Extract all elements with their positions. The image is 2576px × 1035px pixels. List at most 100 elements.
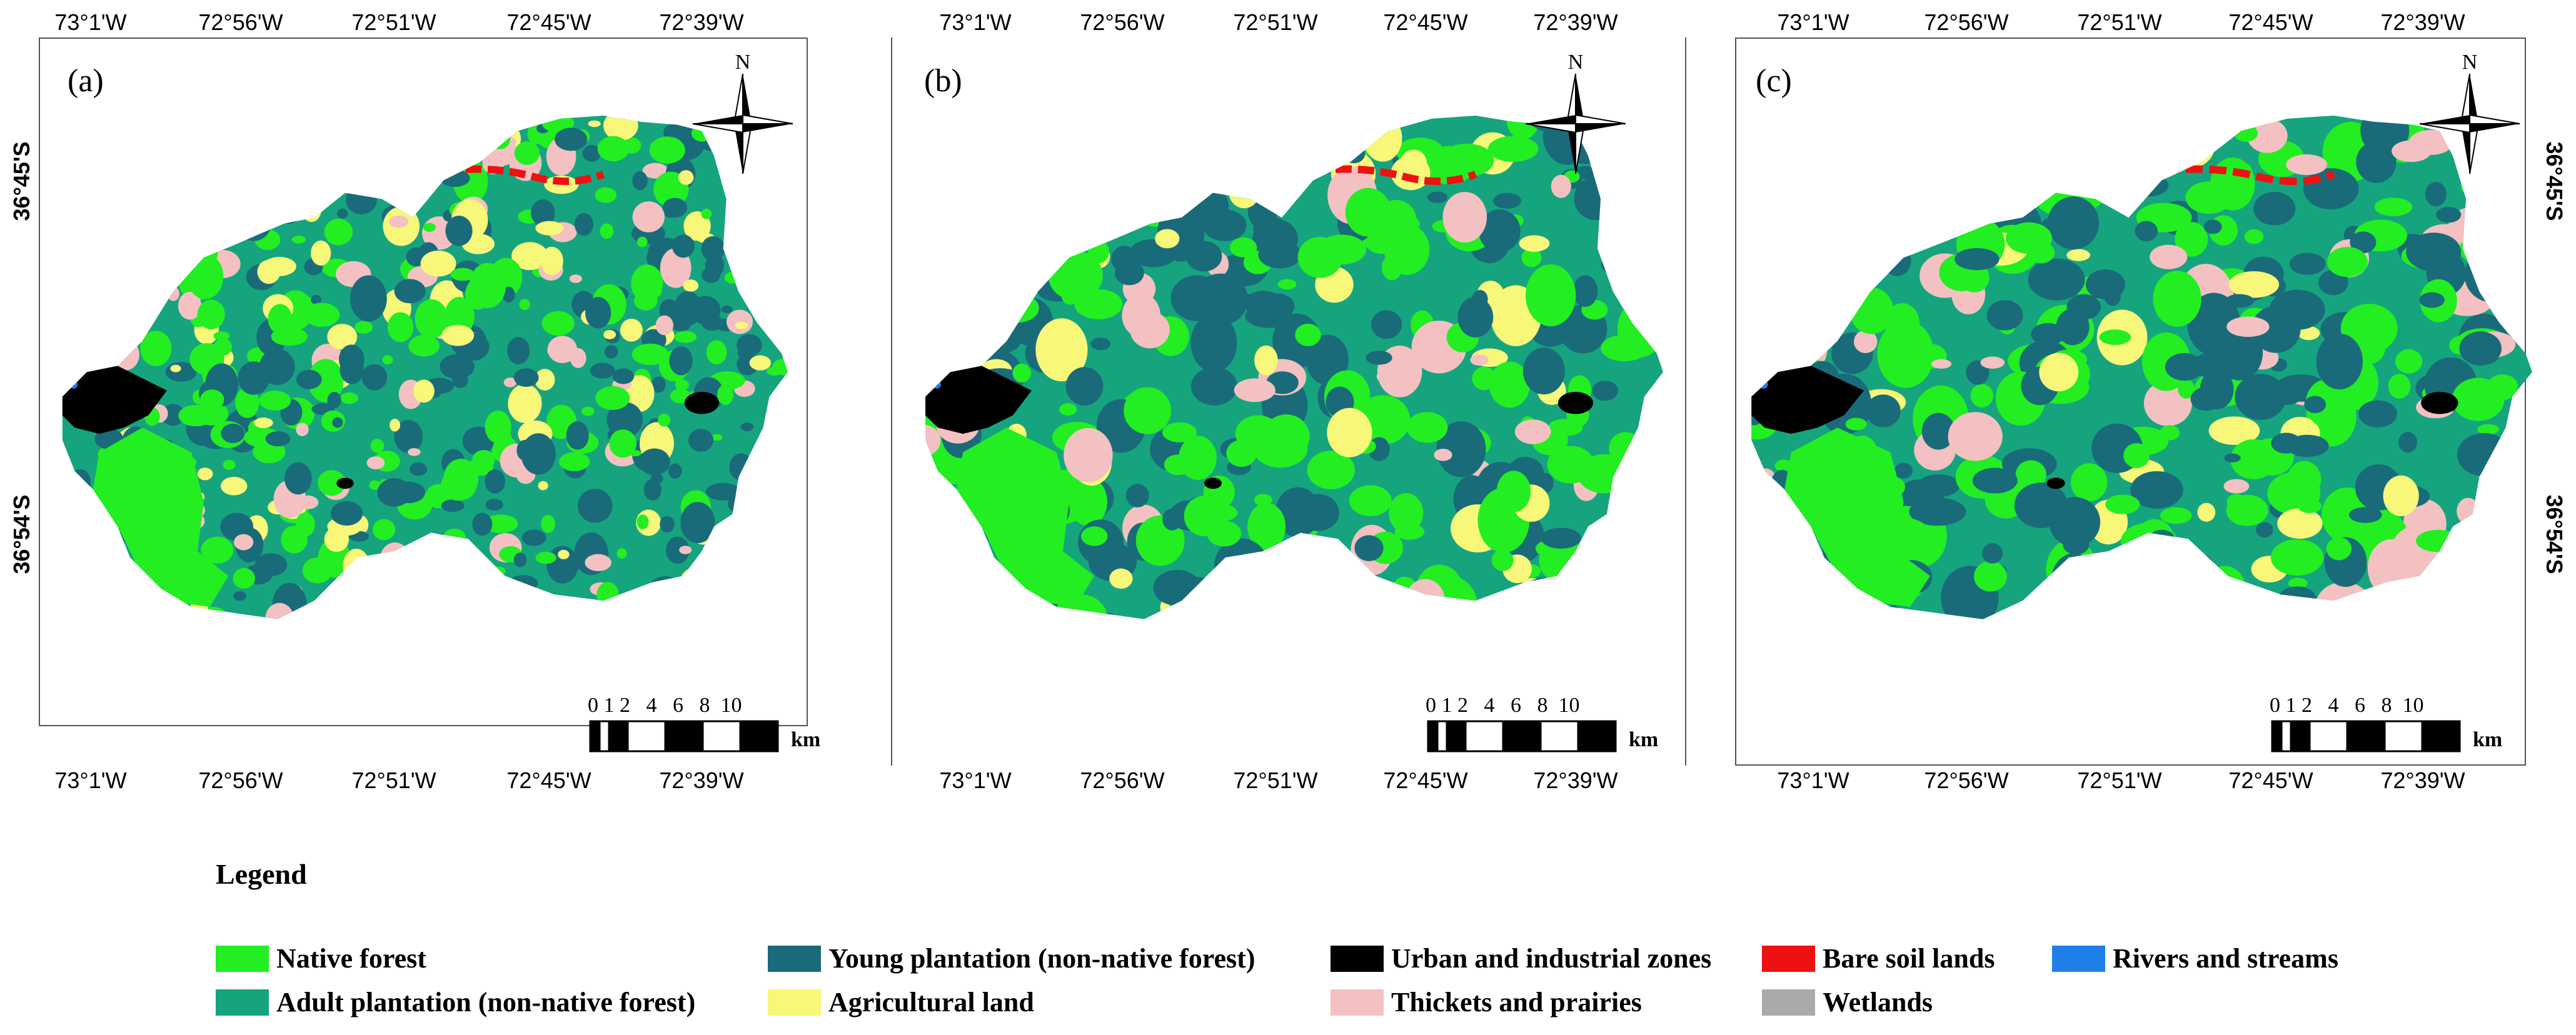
land-cover-patch bbox=[2374, 198, 2413, 216]
land-cover-patch bbox=[612, 368, 635, 384]
land-cover-patch bbox=[2216, 324, 2263, 381]
land-cover-patch bbox=[936, 331, 989, 372]
top-longitude-tick: 72°56'W bbox=[198, 9, 283, 35]
land-cover-patch bbox=[772, 444, 788, 469]
land-cover-patch bbox=[2457, 565, 2510, 611]
land-cover-patch bbox=[109, 115, 131, 121]
land-cover-patch bbox=[1618, 182, 1663, 210]
land-cover-patch bbox=[2305, 379, 2350, 428]
land-cover-patch bbox=[1996, 145, 2053, 201]
land-cover-patch bbox=[2326, 537, 2352, 561]
land-cover-patch bbox=[672, 234, 695, 258]
land-cover-patch bbox=[443, 528, 466, 545]
land-cover-patch bbox=[1990, 182, 2017, 209]
land-cover-patch bbox=[2028, 258, 2085, 301]
land-cover-patch bbox=[1202, 639, 1231, 658]
land-cover-patch bbox=[188, 623, 209, 651]
land-cover-patch bbox=[925, 115, 937, 128]
urban-zone bbox=[925, 366, 1032, 434]
land-cover-patch bbox=[1870, 209, 1900, 233]
land-cover-patch bbox=[268, 304, 293, 334]
land-cover-patch bbox=[163, 170, 179, 186]
land-cover-patch bbox=[69, 637, 85, 646]
land-cover-patch bbox=[62, 555, 91, 574]
land-cover-patch bbox=[2504, 225, 2532, 263]
land-cover-patch bbox=[213, 338, 232, 356]
land-cover-patch bbox=[1235, 415, 1281, 453]
land-cover-patch bbox=[577, 489, 613, 523]
land-cover-patch bbox=[671, 317, 692, 332]
land-cover-patch bbox=[338, 115, 371, 131]
land-cover-patch bbox=[318, 469, 346, 496]
land-cover-patch bbox=[1782, 305, 1829, 349]
land-cover-patch bbox=[1496, 471, 1531, 512]
land-cover-patch bbox=[657, 604, 678, 619]
land-cover-patch bbox=[1314, 364, 1330, 374]
land-cover-patch bbox=[1354, 535, 1384, 561]
land-cover-patch bbox=[114, 115, 148, 146]
land-cover-patch bbox=[1929, 148, 1958, 173]
scale-bar-labels: 0 1 2 4 6 8 10 bbox=[1426, 694, 1580, 717]
land-cover-patch bbox=[2256, 522, 2273, 538]
land-cover-patch bbox=[2463, 610, 2500, 619]
land-cover-patch bbox=[1258, 240, 1302, 269]
land-cover-patch bbox=[972, 194, 998, 214]
bottom-longitude-tick: 72°51'W bbox=[1233, 768, 1318, 793]
urban-zone bbox=[336, 478, 354, 489]
land-cover-patch bbox=[597, 136, 629, 162]
land-cover-patch bbox=[540, 246, 563, 276]
land-cover-patch bbox=[520, 622, 539, 646]
land-cover-patch bbox=[1221, 629, 1243, 654]
land-cover-patch bbox=[71, 218, 102, 246]
land-cover-patch bbox=[1130, 115, 1149, 126]
legend-title: Legend bbox=[216, 858, 307, 890]
land-cover-patch bbox=[1296, 146, 1326, 166]
land-cover-patch bbox=[220, 476, 248, 496]
land-cover-patch bbox=[1487, 136, 1539, 162]
land-cover-patch bbox=[121, 201, 138, 218]
land-cover-patch bbox=[975, 581, 1020, 619]
land-cover-patch bbox=[1277, 279, 1297, 290]
bottom-longitude-tick: 73°1'W bbox=[54, 768, 127, 793]
land-cover-patch bbox=[204, 635, 222, 648]
land-cover-patch bbox=[490, 566, 506, 576]
land-cover-patch bbox=[925, 130, 943, 168]
land-cover-patch bbox=[62, 193, 83, 216]
land-cover-patch bbox=[256, 115, 289, 137]
land-cover-patch bbox=[2402, 602, 2447, 619]
land-cover-patch bbox=[2208, 416, 2260, 445]
land-cover-patch bbox=[1830, 212, 1876, 247]
land-cover-patch bbox=[343, 548, 370, 584]
land-cover-patch bbox=[1478, 209, 1521, 252]
land-cover-patch bbox=[1751, 353, 1756, 378]
land-cover-patch bbox=[2457, 498, 2480, 524]
land-cover-patch bbox=[159, 613, 176, 619]
land-cover-patch bbox=[303, 302, 340, 328]
bottom-longitude-tick: 73°1'W bbox=[939, 768, 1012, 793]
land-cover-patch bbox=[2160, 507, 2192, 524]
land-cover-patch bbox=[211, 139, 224, 146]
land-cover-patch bbox=[2095, 608, 2144, 619]
land-cover-patch bbox=[588, 120, 601, 128]
land-cover-patch bbox=[2120, 522, 2177, 561]
land-cover-patch bbox=[925, 514, 928, 540]
land-cover-patch bbox=[472, 450, 495, 469]
land-cover-patch bbox=[167, 286, 179, 301]
land-cover-patch bbox=[106, 246, 133, 261]
land-cover-patch bbox=[1756, 312, 1808, 360]
land-cover-patch bbox=[1865, 394, 1901, 428]
land-cover-patch bbox=[632, 201, 665, 232]
land-cover-patch bbox=[2316, 333, 2363, 390]
land-cover-patch bbox=[675, 379, 690, 391]
land-cover-patch bbox=[1601, 254, 1641, 276]
land-cover-patch bbox=[100, 219, 137, 248]
land-cover-patch bbox=[473, 600, 491, 616]
land-cover-patch bbox=[684, 634, 705, 654]
land-cover-patch bbox=[2203, 219, 2222, 234]
land-cover-patch bbox=[2181, 116, 2231, 140]
land-cover-patch bbox=[690, 296, 721, 325]
map-frame bbox=[891, 38, 1685, 766]
scale-bar-unit: km bbox=[2473, 728, 2503, 751]
bare-soil-strip bbox=[443, 165, 605, 185]
land-cover-patch bbox=[296, 422, 309, 436]
